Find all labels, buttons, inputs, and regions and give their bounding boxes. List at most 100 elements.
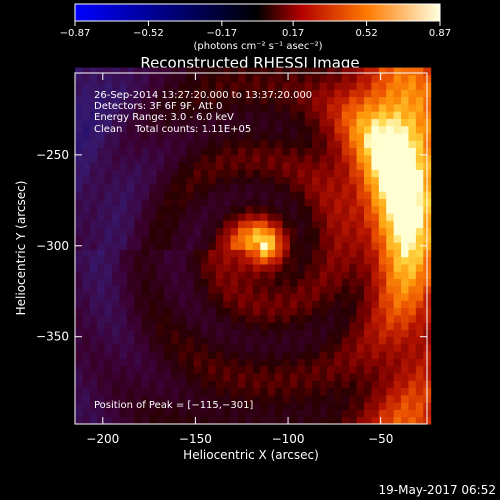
heatmap-cell (349, 96, 358, 105)
heatmap-cell (334, 358, 343, 367)
heatmap-cell (275, 409, 283, 418)
heatmap-cell (178, 365, 187, 374)
heatmap-cell (141, 103, 150, 112)
heatmap-cell (356, 329, 365, 338)
heatmap-cell (393, 118, 402, 127)
heatmap-cell (200, 74, 209, 83)
heatmap-cell (104, 118, 113, 127)
heatmap-cell (156, 67, 165, 76)
heatmap-cell (401, 147, 409, 156)
heatmap-cell (134, 358, 143, 367)
heatmap-cell (156, 118, 165, 127)
heatmap-cell (193, 314, 202, 323)
heatmap-cell (326, 103, 335, 112)
heatmap-cell (319, 176, 328, 185)
heatmap-cell (275, 263, 283, 272)
heatmap-cell (267, 133, 276, 141)
heatmap-cell (356, 351, 365, 360)
heatmap-cell (371, 176, 380, 185)
heatmap-cell (119, 343, 128, 352)
heatmap-cell (371, 234, 380, 243)
heatmap-cell (245, 140, 254, 149)
heatmap-cell (223, 336, 232, 345)
heatmap-cell (401, 394, 409, 403)
heatmap-cell (326, 96, 335, 105)
heatmap-cell (364, 249, 372, 258)
heatmap-cell (267, 67, 276, 76)
heatmap-cell (193, 133, 202, 141)
heatmap-cell (149, 300, 158, 309)
heatmap-cell (304, 373, 313, 381)
heatmap-cell (134, 256, 143, 265)
heatmap-cell (364, 394, 372, 403)
heatmap-cell (408, 402, 417, 410)
heatmap-cell (267, 409, 276, 418)
heatmap-cell (349, 351, 358, 360)
heatmap-cell (223, 307, 232, 316)
heatmap-cell (341, 74, 350, 83)
heatmap-cell (215, 249, 224, 258)
heatmap-cell (75, 169, 83, 178)
heatmap-cell (415, 67, 424, 76)
heatmap-cell (415, 125, 424, 134)
heatmap-cell (208, 336, 217, 345)
heatmap-cell (126, 205, 135, 214)
heatmap-cell (193, 300, 202, 309)
heatmap-cell (134, 205, 143, 214)
heatmap-cell (312, 82, 321, 90)
heatmap-cell (215, 118, 224, 127)
heatmap-cell (401, 300, 409, 309)
heatmap-cell (245, 74, 254, 83)
heatmap-cell (408, 373, 417, 381)
heatmap-cell (304, 74, 313, 83)
heatmap-cell (119, 118, 128, 127)
heatmap-cell (312, 183, 321, 192)
heatmap-cell (238, 278, 246, 287)
heatmap-cell (126, 242, 135, 250)
heatmap-cell (297, 242, 306, 250)
heatmap-cell (267, 329, 276, 338)
heatmap-cell (163, 329, 172, 338)
heatmap-cell (260, 394, 269, 403)
heatmap-cell (163, 307, 172, 316)
heatmap-cell (304, 220, 313, 229)
heatmap-cell (304, 365, 313, 374)
heatmap-cell (134, 329, 143, 338)
heatmap-cell (334, 162, 343, 170)
heatmap-cell (82, 103, 91, 112)
heatmap-cell (230, 191, 239, 199)
heatmap-cell (134, 147, 143, 156)
heatmap-cell (245, 336, 254, 345)
heatmap-cell (252, 402, 261, 410)
heatmap-cell (208, 111, 217, 119)
heatmap-cell (126, 111, 135, 119)
heatmap-cell (89, 358, 98, 367)
heatmap-cell (89, 118, 98, 127)
heatmap-cell (408, 227, 417, 236)
heatmap-cell (356, 176, 365, 185)
heatmap-cell (378, 118, 387, 127)
heatmap-cell (319, 191, 328, 199)
heatmap-cell (75, 147, 83, 156)
heatmap-cell (163, 176, 172, 185)
heatmap-cell (349, 147, 358, 156)
heatmap-cell (393, 147, 402, 156)
heatmap-cell (119, 402, 128, 410)
heatmap-cell (141, 118, 150, 127)
heatmap-cell (200, 191, 209, 199)
heatmap-cell (371, 213, 380, 221)
heatmap-cell (408, 271, 417, 280)
heatmap-cell (126, 256, 135, 265)
heatmap-cell (378, 402, 387, 410)
heatmap-cell (260, 409, 269, 418)
heatmap-cell (297, 227, 306, 236)
heatmap-cell (260, 322, 269, 330)
heatmap-cell (171, 103, 180, 112)
heatmap-cell (238, 329, 246, 338)
heatmap-cell (267, 416, 276, 425)
heatmap-cell (134, 133, 143, 141)
heatmap-cell (364, 147, 372, 156)
heatmap-cell (193, 205, 202, 214)
heatmap-cell (378, 242, 387, 250)
heatmap-cell (134, 154, 143, 163)
